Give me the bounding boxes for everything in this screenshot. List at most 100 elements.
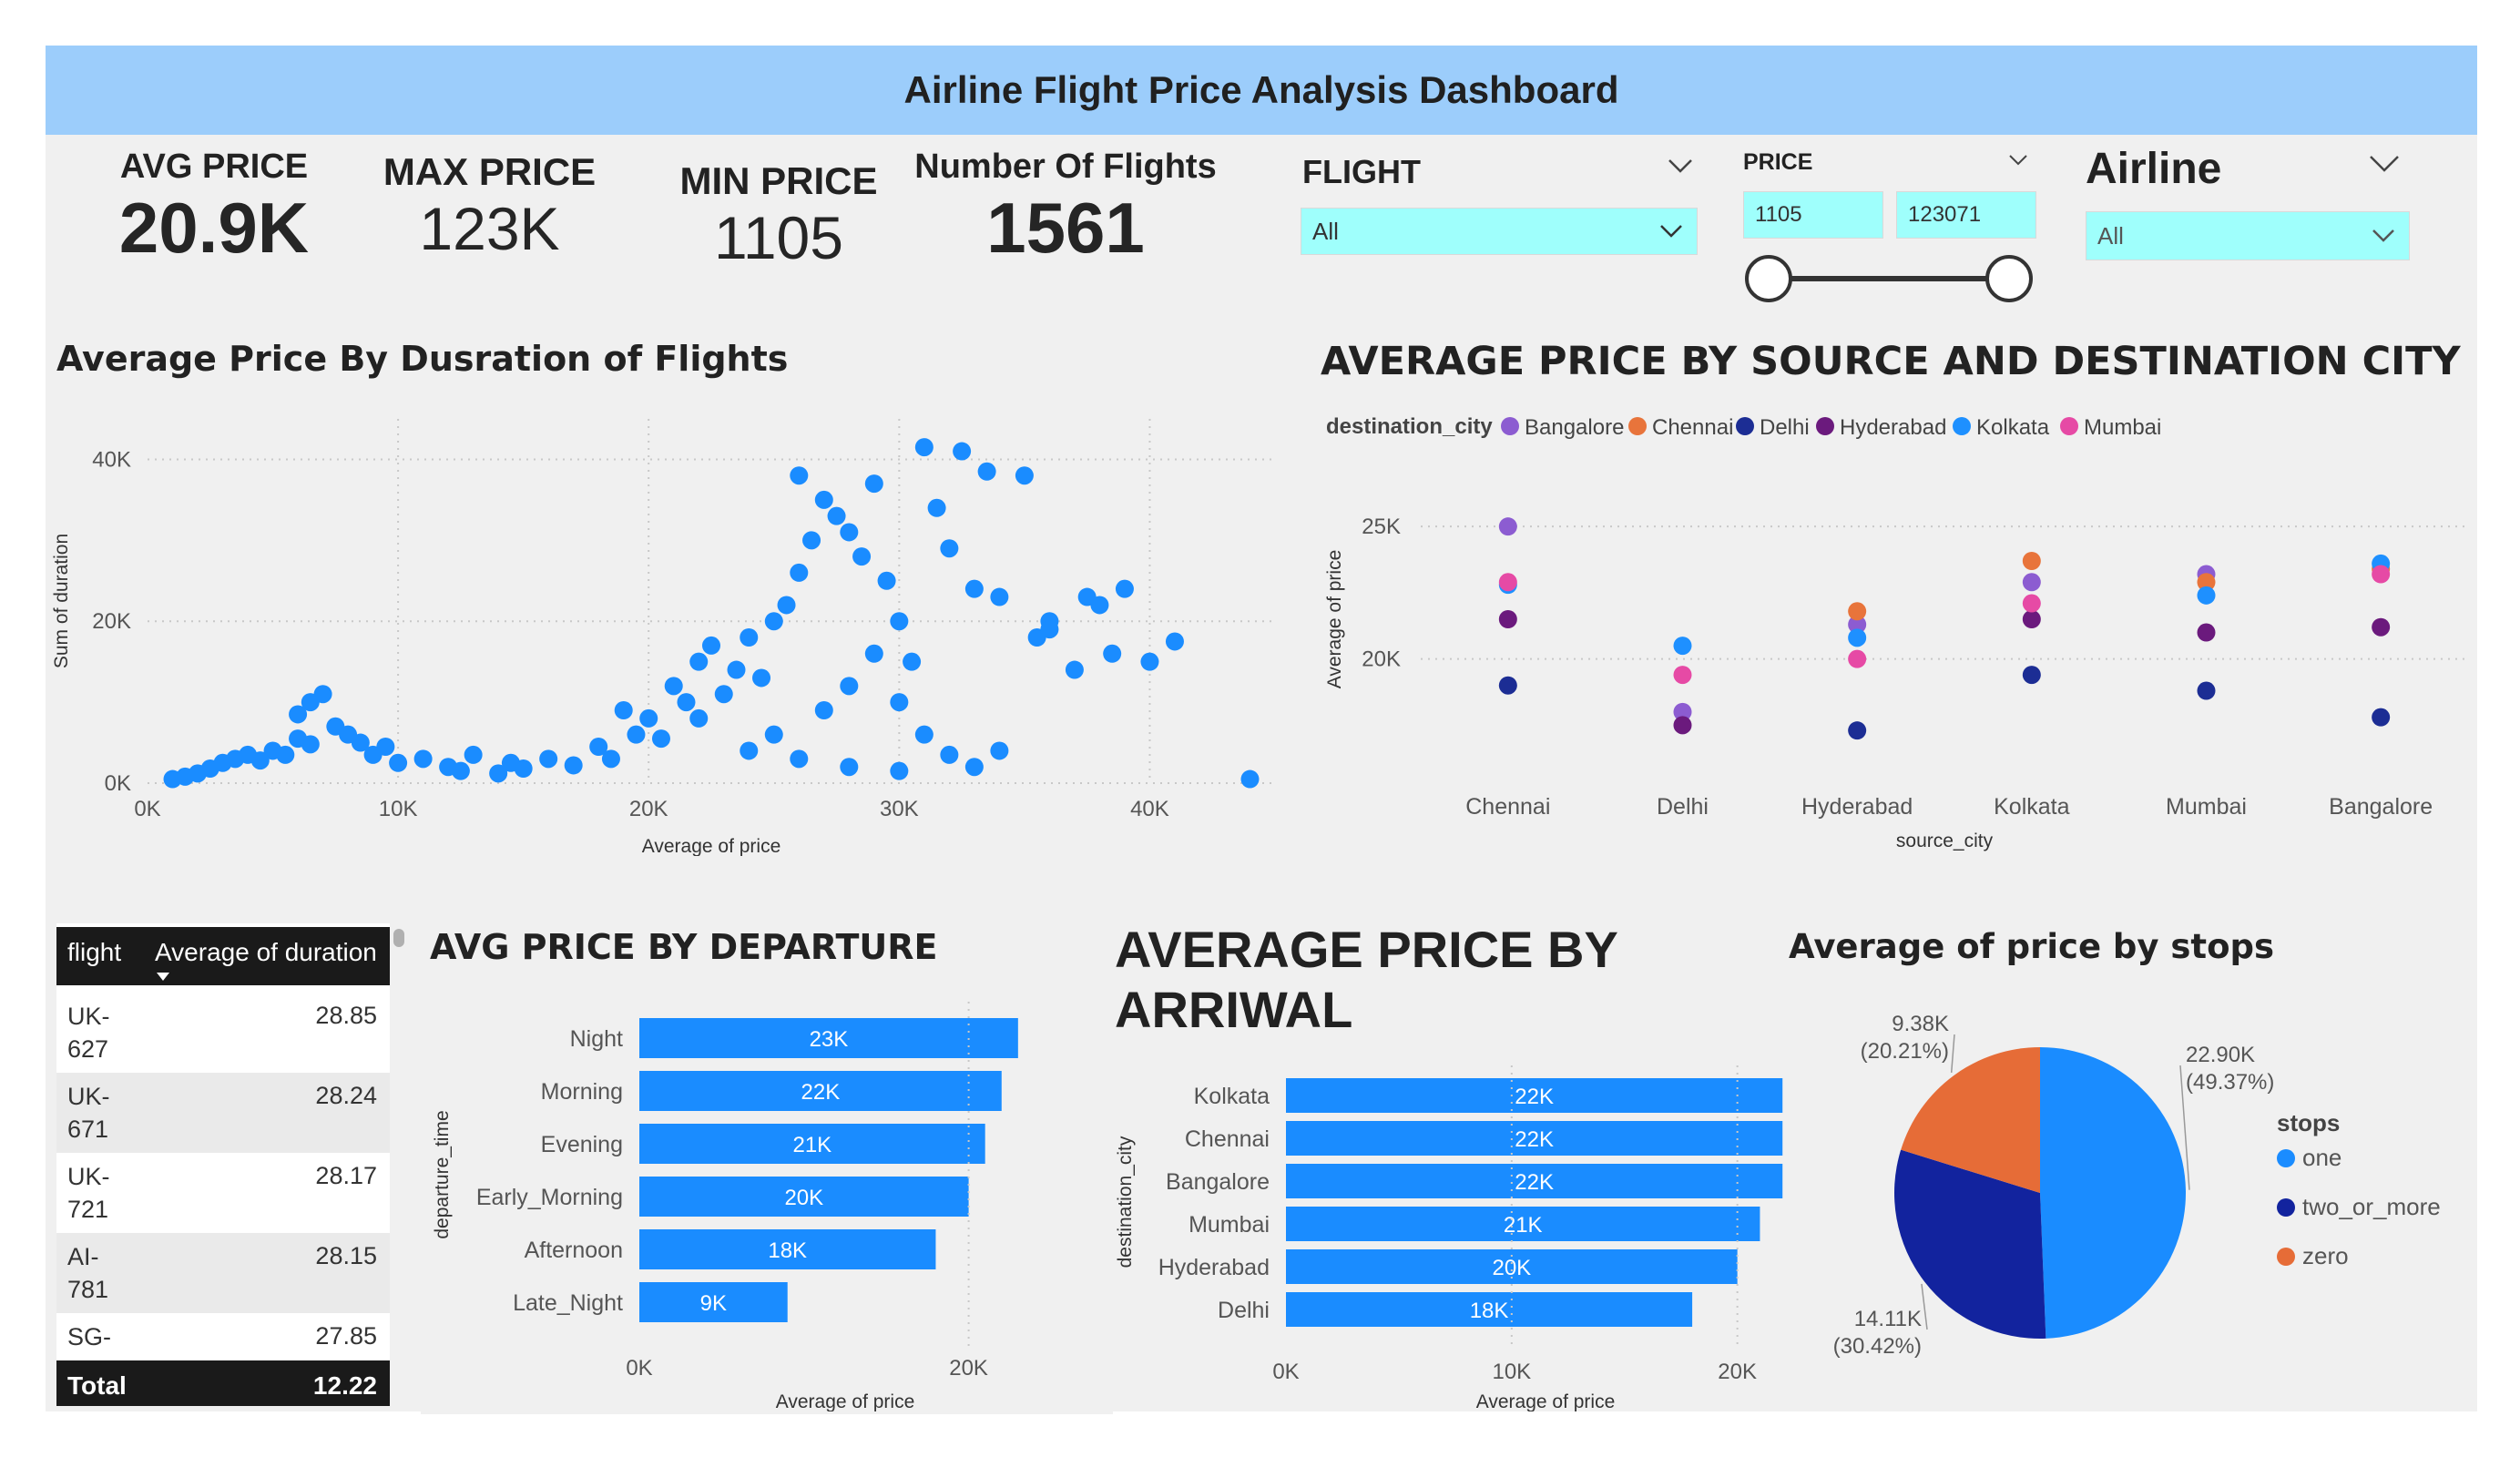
- scatter-point: [940, 745, 959, 764]
- legend-marker: [2060, 417, 2078, 435]
- chevron-down-icon[interactable]: [2368, 153, 2401, 175]
- arrival-title: AVERAGE PRICE BY ARRIWAL: [1115, 920, 1618, 1040]
- city-point: [1673, 637, 1692, 656]
- kpi-label: Number Of Flights: [914, 148, 1217, 186]
- price-min-input[interactable]: 1105: [1743, 191, 1883, 239]
- scatter-point: [827, 506, 846, 525]
- scatter-point: [1115, 579, 1134, 598]
- flight-dropdown-value: All: [1312, 217, 1339, 245]
- table-col-flight[interactable]: flight: [67, 938, 122, 966]
- city-point: [2372, 617, 2391, 637]
- scatter-point: [903, 652, 922, 671]
- stops-pie-chart[interactable]: 22.90K (49.37%) 14.11K (30.42%) 9.38K (20.21%…: [1803, 993, 2477, 1411]
- table-row[interactable]: UK-721 28.17: [56, 1153, 390, 1233]
- y-tick-label: 20K: [1362, 647, 1401, 672]
- bar: [639, 1124, 985, 1164]
- table-row[interactable]: AI-781 28.15: [56, 1233, 390, 1313]
- bar-data-label: 20K: [1492, 1256, 1531, 1280]
- duration-price-scatter[interactable]: 0K 10K 20K 30K 40K 0K 20K 40K Average of price Su…: [46, 401, 1302, 856]
- scatter-point: [376, 738, 395, 756]
- y-category-label: Hyderabad: [1158, 1255, 1270, 1280]
- cell-flight: SG-: [67, 1323, 112, 1350]
- departure-bar-chart[interactable]: 23K Night 22K Morning 21K Evening 20K Early_Mor…: [421, 993, 1076, 1411]
- scatter-point: [752, 668, 771, 688]
- legend-item: Mumbai: [2084, 415, 2161, 440]
- scatter-point: [413, 749, 433, 769]
- total-value: 12.22: [312, 1371, 377, 1400]
- legend-marker: [1816, 417, 1834, 435]
- city-point: [1673, 716, 1692, 735]
- city-point: [1498, 573, 1517, 592]
- table-row[interactable]: UK-671 28.24: [56, 1073, 390, 1153]
- table-col-avg-duration[interactable]: Average of duration: [155, 938, 377, 966]
- bar-data-label: 22K: [1515, 1085, 1554, 1109]
- scatter-point: [927, 498, 946, 517]
- arrival-bar-chart[interactable]: 22K Kolkata 22K Chennai 22K Bangalore 21K Mumba…: [1104, 1056, 1823, 1411]
- scatter-point: [451, 761, 470, 780]
- y-axis-label: departure_time: [432, 1110, 453, 1238]
- price-range-slider[interactable]: [1743, 253, 2044, 304]
- scatter-point: [1103, 644, 1122, 663]
- y-tick-label: 20K: [92, 609, 131, 634]
- legend-marker: [1628, 417, 1647, 435]
- x-tick-label: 0K: [626, 1356, 652, 1381]
- legend-marker: [2277, 1248, 2295, 1266]
- legend-item: Chennai: [1652, 415, 1733, 440]
- y-category-label: Night: [570, 1026, 623, 1052]
- x-tick-label: 20K: [629, 797, 668, 821]
- y-category-label: Early_Morning: [476, 1185, 623, 1210]
- scatter-point: [890, 612, 909, 631]
- legend-item: one: [2302, 1144, 2341, 1171]
- city-point: [2022, 573, 2041, 592]
- scatter-point: [1040, 620, 1059, 639]
- price-min-value: 1105: [1755, 202, 1802, 227]
- city-point: [2022, 666, 2041, 685]
- departure-panel: [421, 918, 1113, 1414]
- sort-desc-icon: [157, 973, 169, 981]
- scatter-point: [1165, 632, 1184, 651]
- x-tick-label: Mumbai: [2166, 794, 2247, 820]
- city-point: [2372, 565, 2391, 584]
- pie-data-label: 14.11K: [1854, 1307, 1922, 1331]
- scatter-point: [689, 652, 709, 671]
- x-axis-label: Average of price: [776, 1391, 915, 1411]
- scatter-point: [1015, 466, 1034, 485]
- cell-avg-duration: 28.17: [315, 1162, 377, 1189]
- table-scrollbar[interactable]: [393, 929, 404, 947]
- scatter-point: [539, 749, 558, 769]
- airline-dropdown[interactable]: All: [2086, 211, 2410, 260]
- scatter-point: [864, 644, 883, 663]
- bar-data-label: 21K: [792, 1133, 831, 1157]
- y-category-label: Evening: [541, 1132, 623, 1157]
- kpi-value: 1105: [714, 204, 843, 271]
- scatter-point: [276, 745, 295, 764]
- scatter-point: [1240, 769, 1260, 789]
- scatter-point: [814, 490, 833, 509]
- kpi-max-price: MAX PRICE 123K: [369, 150, 610, 263]
- scatter-point: [464, 745, 483, 764]
- scatter-point: [250, 751, 270, 770]
- flight-dropdown[interactable]: All: [1301, 208, 1698, 255]
- bar: [639, 1282, 788, 1322]
- price-max-input[interactable]: 123071: [1896, 191, 2036, 239]
- legend-item: Delhi: [1760, 415, 1810, 440]
- chevron-down-icon[interactable]: [2007, 153, 2029, 168]
- kpi-label: AVG PRICE: [119, 148, 309, 186]
- x-tick-label: 30K: [880, 797, 919, 821]
- x-axis-label: source_city: [1896, 830, 1994, 851]
- bar: [1286, 1121, 1783, 1156]
- leader-line: [1950, 1034, 1955, 1074]
- table-row[interactable]: UK-627 28.85: [56, 993, 390, 1073]
- chevron-down-icon: [1660, 225, 1682, 238]
- city-point: [1673, 702, 1692, 721]
- bar: [1286, 1078, 1783, 1113]
- chevron-down-icon[interactable]: [1667, 157, 1694, 175]
- city-point: [1848, 602, 1867, 621]
- scatter-point: [802, 531, 821, 550]
- table-row[interactable]: SG- 27.85: [56, 1313, 390, 1359]
- y-category-label: Chennai: [1185, 1126, 1270, 1152]
- kpi-avg-price: AVG PRICE 20.9K: [100, 148, 328, 270]
- city-price-chart[interactable]: destination_city Bangalore Chennai Delhi Hyd…: [1311, 401, 2477, 856]
- scatter-point: [890, 693, 909, 712]
- pie-slice: [1901, 1047, 2040, 1193]
